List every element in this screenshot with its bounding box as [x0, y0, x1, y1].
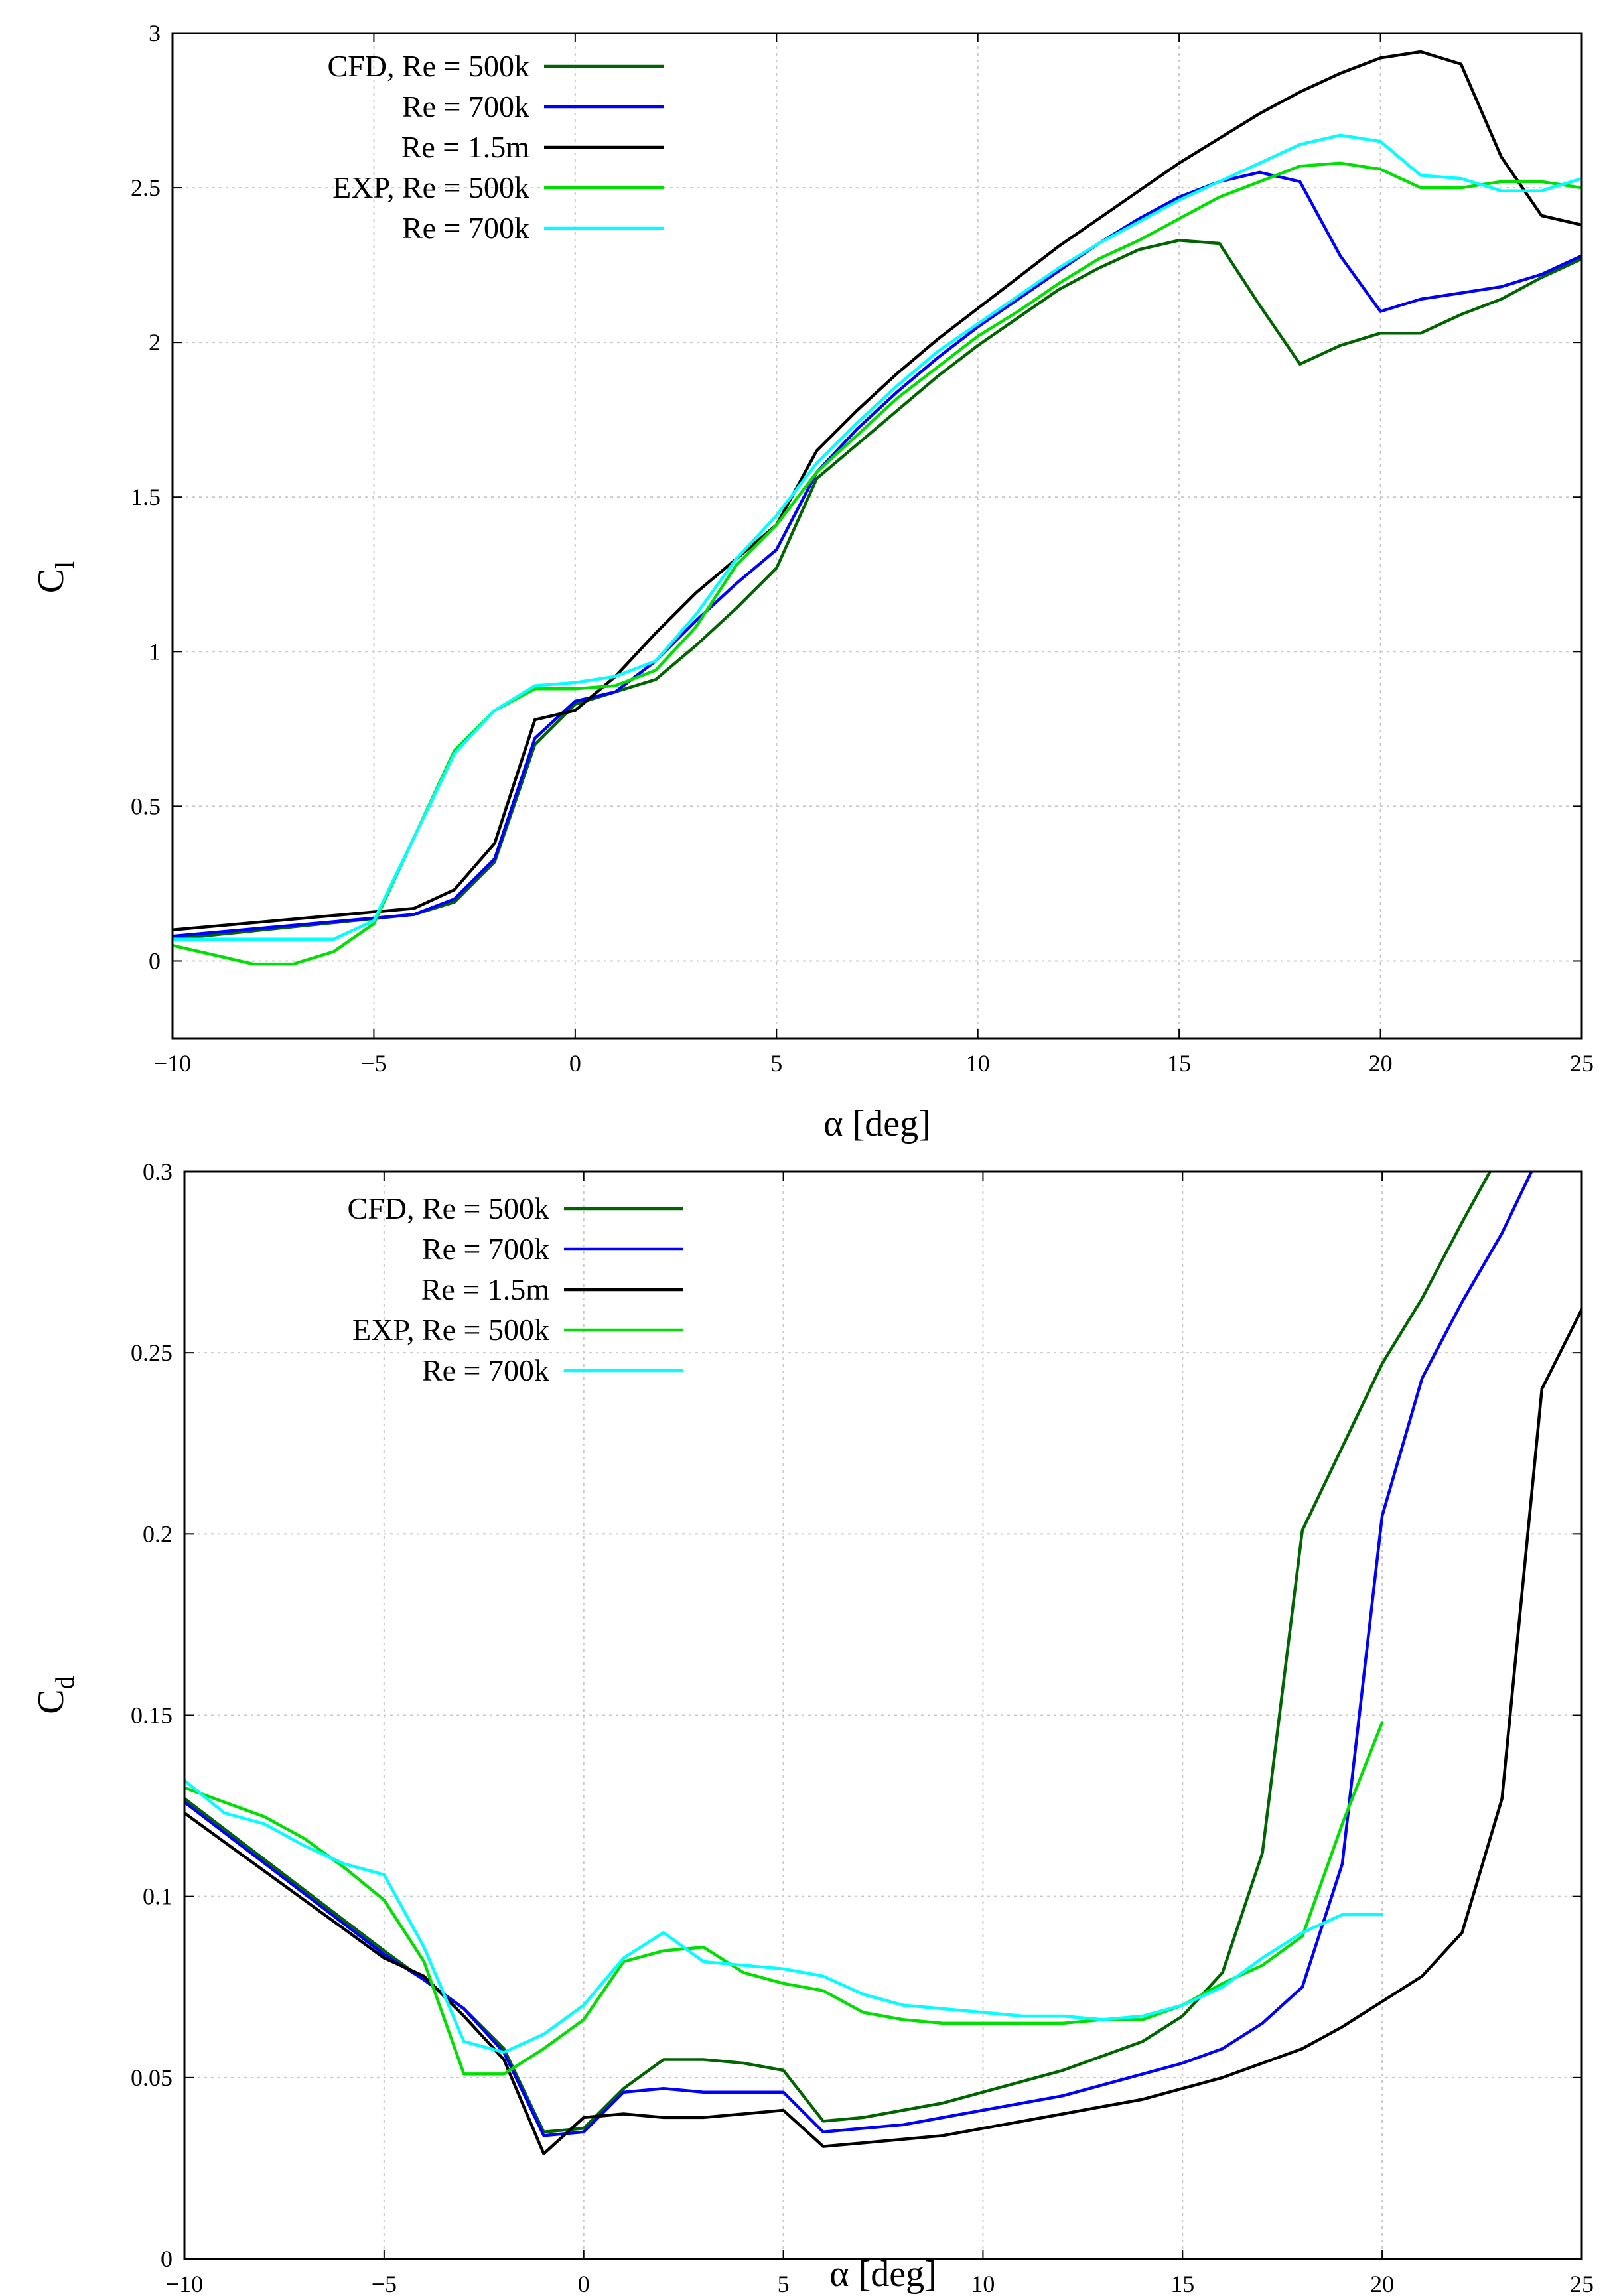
y-tick-label: 0.25 [131, 1339, 173, 1366]
x-tick-label: 5 [778, 2271, 790, 2296]
y-tick-label: 0.15 [131, 1702, 173, 1729]
series-line-2 [184, 1308, 1582, 2155]
x-tick-label: 20 [1370, 2271, 1394, 2296]
x-tick-label: 15 [1170, 2271, 1194, 2296]
y-tick-label: 2 [149, 329, 161, 356]
series-line-2 [173, 50, 1582, 932]
legend-label: Re = 700k [422, 1232, 549, 1266]
legend: CFD, Re = 500k Re = 700k Re = 1.5m EXP, Re … [327, 49, 664, 245]
series-line-3 [173, 161, 1582, 966]
legend-label: EXP, Re = 500k [332, 170, 529, 204]
x-tick-label: 0 [569, 1050, 581, 1077]
series-line-1 [184, 1172, 1533, 2137]
series-line-4 [184, 1779, 1384, 2054]
drag-coefficient-chart: −10 −5 0 5 10 15 20 25 0 0.05 0.1 0.15 0.2 0.25 0.3 CFD… [31, 1158, 1594, 2296]
plot-frame [183, 1170, 1583, 2260]
y-tick-label: 1 [149, 638, 161, 665]
x-tick-label: 20 [1369, 1050, 1393, 1077]
lift-coefficient-chart: −10 −5 0 5 10 15 20 25 0 0.5 1 1.5 2 2.5 3 CFD, Re = 50… [31, 20, 1594, 1144]
y-tick-label: 0.05 [131, 2064, 173, 2091]
x-tick-label: 25 [1570, 2271, 1594, 2296]
y-axis-label-subscript: d [50, 1676, 80, 1689]
y-axis-label-main: C [31, 1689, 72, 1714]
x-tick-label: 25 [1570, 1050, 1594, 1077]
legend-label: CFD, Re = 500k [347, 1191, 549, 1225]
legend-label: Re = 700k [422, 1353, 549, 1387]
series-line-0 [173, 239, 1582, 941]
legend-label: Re = 1.5m [421, 1272, 550, 1306]
y-tick-label: 0.1 [143, 1883, 173, 1910]
plot-area [173, 50, 1582, 966]
y-tick-label: 0 [149, 947, 161, 974]
plot-area [184, 1172, 1582, 2155]
x-tick-label: 10 [971, 2271, 995, 2296]
legend: CFD, Re = 500k Re = 700k Re = 1.5m EXP, Re … [347, 1191, 683, 1387]
y-axis-label: Cl [31, 561, 80, 593]
y-axis-label-subscript: l [50, 561, 80, 569]
series-line-4 [173, 133, 1582, 941]
legend-label: Re = 1.5m [401, 130, 530, 164]
y-tick-label: 0.2 [143, 1520, 173, 1547]
x-tick-label: 0 [578, 2271, 590, 2296]
x-tick-label: −10 [154, 1050, 191, 1077]
y-axis-label: Cd [31, 1676, 80, 1714]
y-tick-label: 0.3 [143, 1158, 173, 1185]
y-tick-label: 0.5 [131, 793, 161, 819]
y-tick-label: 3 [149, 20, 161, 46]
legend-label: Re = 700k [402, 211, 529, 245]
legend-label: Re = 700k [402, 90, 529, 123]
y-tick-label: 1.5 [131, 484, 161, 510]
x-tick-label: 5 [770, 1050, 782, 1077]
x-tick-label: −5 [372, 2271, 397, 2296]
x-axis-label: α [deg] [823, 1103, 931, 1144]
legend-label: CFD, Re = 500k [327, 49, 529, 83]
x-tick-label: 15 [1167, 1050, 1191, 1077]
series-line-0 [184, 1172, 1492, 2134]
y-tick-label: 0 [161, 2246, 173, 2272]
x-tick-label: −10 [166, 2271, 203, 2296]
series-line-1 [173, 170, 1582, 938]
x-tick-label: 10 [966, 1050, 990, 1077]
plot-frame [171, 32, 1583, 1040]
legend-label: EXP, Re = 500k [352, 1313, 549, 1347]
x-axis-label: α [deg] [829, 2254, 937, 2295]
y-axis-label-main: C [31, 569, 72, 593]
y-tick-label: 2.5 [131, 174, 161, 201]
x-tick-label: −5 [361, 1050, 386, 1077]
